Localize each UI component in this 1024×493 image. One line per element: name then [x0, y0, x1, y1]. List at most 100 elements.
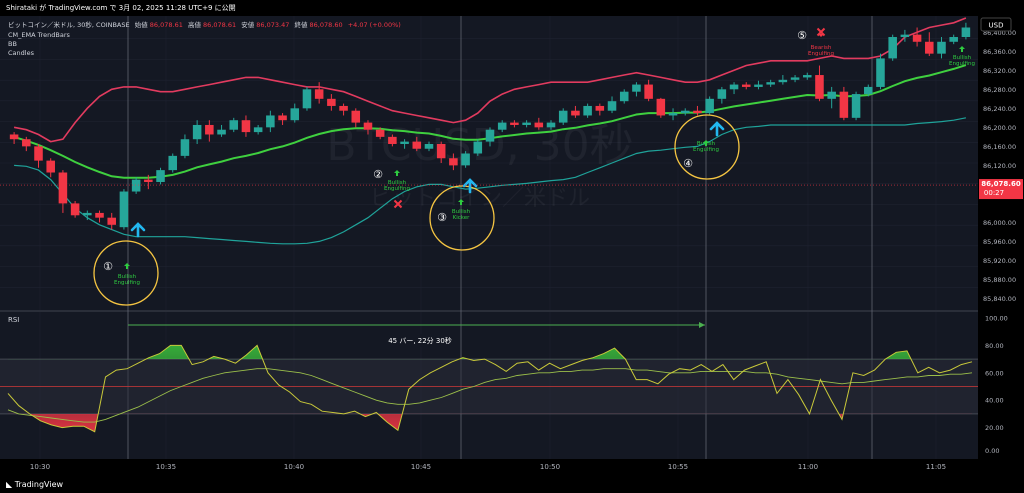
- candle-body: [900, 34, 910, 38]
- price-tick-label: 86,320.00: [983, 67, 1016, 75]
- candle: [571, 105, 580, 118]
- candle-body: [949, 37, 958, 42]
- candle-body: [546, 122, 556, 128]
- bollinger-bands: [13, 17, 967, 245]
- currency-box[interactable]: [980, 17, 1012, 32]
- candle-body: [180, 139, 190, 156]
- price-axis-bg[interactable]: [978, 16, 1024, 459]
- candle: [790, 75, 800, 83]
- candle: [461, 151, 470, 168]
- rsi-tick-label: 20.00: [985, 424, 1004, 432]
- candle: [632, 82, 641, 97]
- measure-label-bg: [380, 334, 460, 347]
- candle: [131, 177, 141, 194]
- candle: [522, 120, 531, 128]
- candle-body: [864, 86, 873, 95]
- candle-series: [9, 22, 971, 230]
- legend-low-val: 86,073.47: [256, 21, 289, 29]
- candle-body: [253, 127, 263, 133]
- candle-body: [827, 91, 836, 99]
- bull-signal-icon: [394, 170, 400, 176]
- annotation-text-1: Bullish: [452, 209, 471, 215]
- rsi-axis[interactable]: 100.00 80.00 60.00 40.00 20.00 0.00: [985, 315, 1008, 456]
- annotation-text-2: Engulfing: [949, 61, 975, 67]
- candle: [266, 110, 275, 133]
- candle-body: [583, 105, 592, 116]
- measure-arrow: [699, 322, 705, 328]
- chart-canvas[interactable]: BTCUSD, 30秒 ビットコイン／米ドル ①BullishEngulfing…: [0, 16, 1024, 477]
- candle-body: [717, 89, 727, 99]
- signal-circle: [674, 114, 740, 180]
- time-tick-label: 10:55: [668, 463, 688, 471]
- candle: [839, 86, 849, 121]
- candle: [229, 117, 239, 133]
- candle-body: [522, 122, 531, 125]
- x-mark-icon: [393, 199, 403, 209]
- candle-body: [34, 146, 43, 161]
- candle: [83, 210, 92, 221]
- price-tick-label: 86,240.00: [983, 105, 1016, 113]
- legend-open-label: 始値: [135, 20, 149, 29]
- candle-body: [754, 84, 763, 87]
- up-arrow-icon: [130, 222, 146, 238]
- candle-body: [656, 98, 666, 116]
- candle: [888, 34, 897, 61]
- annotation-text-2: Engulfing: [384, 186, 410, 192]
- annotation-number: ②: [373, 168, 383, 181]
- candle: [644, 79, 653, 102]
- candle-body: [961, 27, 971, 38]
- candle: [680, 108, 690, 116]
- legend-indicator-1[interactable]: CM_EMA TrendBars: [8, 31, 71, 39]
- candle-body: [192, 124, 202, 140]
- candle: [827, 86, 836, 109]
- candle-body: [107, 217, 116, 225]
- candle-body: [144, 179, 153, 183]
- candle: [424, 141, 434, 152]
- candle: [754, 80, 763, 90]
- annotation-text-2: Engulfing: [693, 147, 719, 153]
- candle: [912, 27, 922, 47]
- candle-body: [778, 79, 788, 83]
- candle: [851, 91, 861, 121]
- measure-label: 45 バー, 22分 30秒: [388, 336, 452, 345]
- annotation-text-1: Bearish: [811, 45, 832, 51]
- candle-body: [607, 101, 617, 111]
- footer: ◣ TradingView: [0, 477, 1024, 493]
- candle-body: [510, 122, 519, 125]
- candle-body: [9, 134, 19, 140]
- candle-body: [680, 110, 690, 114]
- legend-indicator-3[interactable]: Candles: [8, 49, 35, 57]
- candle-body: [229, 120, 239, 130]
- svg-text:ビットコイン／米ドル, 30秒, COINBASE: ビットコイン／米ドル, 30秒, COINBASE 始値 86,078.61 高…: [8, 20, 401, 29]
- candle: [668, 108, 678, 121]
- rsi-label: RSI: [8, 316, 19, 324]
- price-axis[interactable]: 86,400.00 86,360.00 86,320.00 86,280.00 86,2…: [983, 29, 1016, 303]
- candle: [58, 170, 68, 213]
- candle-body: [876, 58, 885, 87]
- bull-signal-icon: [703, 140, 709, 146]
- candle: [497, 120, 507, 133]
- rsi-tick-label: 40.00: [985, 397, 1004, 405]
- candle: [534, 117, 544, 130]
- candle: [778, 75, 788, 85]
- candle-body: [888, 37, 897, 59]
- time-axis[interactable]: 10:30 10:35 10:40 10:45 10:50 10:55 11:00 11:05: [30, 463, 946, 471]
- candle-body: [95, 212, 104, 218]
- candle: [546, 120, 556, 130]
- up-arrow-icon: [462, 178, 478, 194]
- price-tick-label: 86,200.00: [983, 124, 1016, 132]
- candle-body: [558, 110, 568, 123]
- candle-body: [802, 75, 812, 78]
- annotation-text-2: Kicker: [453, 215, 471, 221]
- tradingview-logo-icon: ◣: [6, 480, 13, 489]
- candle-body: [815, 75, 824, 99]
- rsi-tick-label: 100.00: [985, 315, 1008, 323]
- candle-body: [632, 84, 641, 92]
- candle: [107, 212, 116, 230]
- currency-label: USD: [989, 22, 1004, 30]
- candle-body: [497, 122, 507, 130]
- legend-indicator-2[interactable]: BB: [8, 40, 17, 48]
- up-arrow-icon: [709, 121, 725, 137]
- candle: [449, 153, 458, 171]
